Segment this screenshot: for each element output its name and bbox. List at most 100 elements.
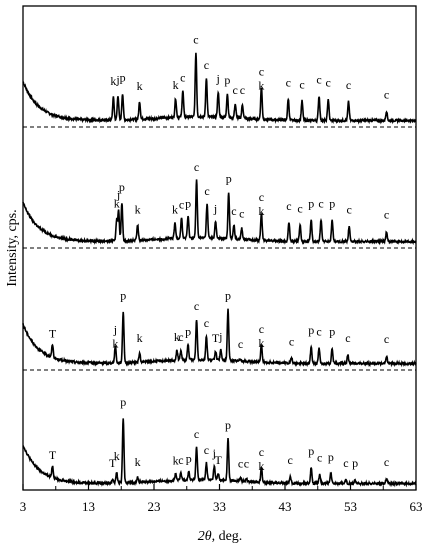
- peak-label-c: c: [347, 203, 352, 217]
- peak-label-p: p: [225, 418, 231, 432]
- peak-label-c: c: [231, 204, 236, 218]
- peak-label-j: j: [116, 188, 120, 202]
- x-axis-title-unit: , deg.: [212, 529, 243, 544]
- x-tick-label: 13: [82, 499, 95, 514]
- peak-label-k: k: [258, 336, 264, 350]
- peak-label-p: p: [352, 456, 358, 470]
- x-axis-title-symbol: 2θ: [198, 529, 212, 544]
- peak-label-T: T: [109, 456, 117, 470]
- peak-label-p: p: [308, 196, 314, 210]
- peak-label-p: p: [224, 73, 230, 87]
- x-tick-label: 43: [279, 499, 292, 514]
- peak-label-c: c: [238, 457, 243, 471]
- peak-label-j: j: [115, 72, 119, 86]
- peak-label-c: c: [286, 75, 291, 89]
- peak-label-c: c: [299, 77, 304, 91]
- peak-label-p: p: [186, 452, 192, 466]
- pattern-2: cpp cj ck p p c pc k cj ck k cc c c: [22, 160, 417, 249]
- peak-label-c: c: [259, 322, 264, 336]
- peak-label-c: c: [259, 445, 264, 459]
- peak-label-p: p: [185, 196, 191, 210]
- pattern-trace: [22, 308, 417, 368]
- peak-label-c: c: [297, 201, 302, 215]
- peak-label-k: k: [258, 79, 264, 93]
- peak-label-k: k: [114, 196, 120, 210]
- peak-label-k: k: [135, 203, 141, 217]
- peak-label-k: k: [135, 455, 141, 469]
- peak-label-p: p: [120, 395, 126, 409]
- peak-label-k: k: [258, 459, 264, 473]
- peak-label-c: c: [204, 184, 209, 198]
- peak-label-c: c: [384, 208, 389, 222]
- peak-label-T: T: [215, 453, 223, 467]
- peak-label-p: p: [329, 196, 335, 210]
- peak-label-c: c: [239, 206, 244, 220]
- x-tick-label: 53: [344, 499, 357, 514]
- peak-label-c: c: [288, 453, 293, 467]
- peak-label-j: j: [213, 201, 217, 215]
- peak-label-k: k: [137, 331, 143, 345]
- peak-label-k: k: [137, 79, 143, 93]
- peak-label-c: c: [178, 330, 183, 344]
- x-tick-label: 3: [20, 499, 27, 514]
- peak-label-p: p: [120, 70, 126, 84]
- peak-label-c: c: [316, 325, 321, 339]
- peak-label-k: k: [114, 449, 120, 463]
- peak-label-j: j: [113, 323, 117, 337]
- peak-label-c: c: [194, 160, 199, 174]
- peak-label-p: p: [308, 323, 314, 337]
- x-ticks: 3 13 23 33 43 53 63: [20, 484, 423, 514]
- y-axis-title: Intensity, cps.: [5, 209, 20, 286]
- peak-label-j: j: [216, 72, 220, 86]
- peak-label-c: c: [194, 427, 199, 441]
- peak-label-c: c: [240, 83, 245, 97]
- peak-label-p: p: [308, 444, 314, 458]
- peak-label-c: c: [180, 70, 185, 84]
- peak-label-p: p: [119, 180, 125, 194]
- peak-label-c: c: [326, 75, 331, 89]
- peak-label-k: k: [173, 454, 179, 468]
- peak-label-p: p: [120, 288, 126, 302]
- pattern-trace: [22, 418, 417, 488]
- peak-label-c: c: [204, 316, 209, 330]
- x-tick-label: 33: [213, 499, 226, 514]
- peak-label-c: c: [178, 453, 183, 467]
- peak-label-c: c: [346, 78, 351, 92]
- peak-label-T: T: [49, 326, 57, 340]
- peak-label-c: c: [238, 337, 243, 351]
- peak-label-c: c: [259, 190, 264, 204]
- peak-label-c: c: [259, 65, 264, 79]
- peak-label-c: c: [316, 72, 321, 86]
- peak-label-c: c: [384, 87, 389, 101]
- peak-label-c: c: [204, 443, 209, 457]
- x-tick-label: 63: [410, 499, 423, 514]
- peak-label-c: c: [318, 196, 323, 210]
- pattern-1: cc cp c jj cp kk c cck ck c c c: [22, 33, 417, 128]
- peak-label-c: c: [343, 456, 348, 470]
- peak-label-j: j: [218, 330, 222, 344]
- peak-label-c: c: [244, 457, 249, 471]
- peak-label-p: p: [329, 325, 335, 339]
- peak-label-p: p: [225, 288, 231, 302]
- peak-label-c: c: [233, 83, 238, 97]
- peak-label-c: c: [345, 331, 350, 345]
- peak-label-k: k: [173, 78, 179, 92]
- peak-label-c: c: [289, 335, 294, 349]
- peak-label-T: T: [212, 331, 220, 345]
- peak-label-c: c: [384, 455, 389, 469]
- peak-label-k: k: [174, 330, 180, 344]
- pattern-trace: [22, 52, 417, 125]
- peak-label-c: c: [194, 299, 199, 313]
- peak-label-c: c: [384, 332, 389, 346]
- x-axis-title: 2θ, deg.: [198, 529, 243, 544]
- peak-label-p: p: [185, 325, 191, 339]
- peak-label-c: c: [204, 58, 209, 72]
- peak-label-j: j: [212, 446, 216, 460]
- pattern-trace: [22, 179, 417, 246]
- x-tick-label: 23: [148, 499, 161, 514]
- peak-label-k: k: [110, 74, 116, 88]
- peak-label-c: c: [286, 199, 291, 213]
